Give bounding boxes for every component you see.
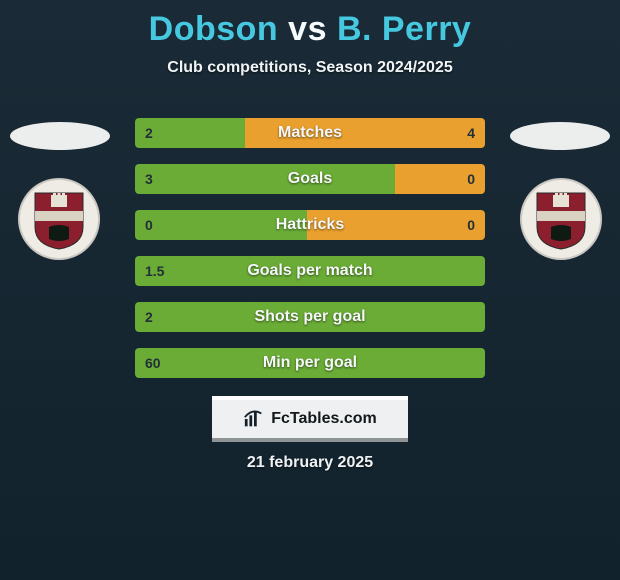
stat-bar-right-value: 0 (457, 164, 485, 194)
stat-bar-row: 24Matches (135, 118, 485, 148)
player2-club-badge (520, 178, 602, 260)
subtitle: Club competitions, Season 2024/2025 (0, 59, 620, 77)
footer-date: 21 february 2025 (0, 454, 620, 472)
stat-bar-left-segment (135, 302, 485, 332)
vs-label: vs (288, 10, 327, 48)
stat-bar-row: 30Goals (135, 164, 485, 194)
stat-bar-left-value: 1.5 (135, 256, 174, 286)
stat-bar-left-segment (135, 256, 485, 286)
stat-bar-right-segment (245, 118, 485, 148)
stat-bar-left-value: 3 (135, 164, 163, 194)
stat-bar-row: 2Shots per goal (135, 302, 485, 332)
shield-icon (533, 187, 589, 251)
stat-bar-row: 00Hattricks (135, 210, 485, 240)
player1-name: Dobson (149, 10, 279, 48)
headline: Dobson vs B. Perry (0, 0, 620, 49)
brand-text: FcTables.com (271, 410, 377, 428)
stat-bar-left-value: 0 (135, 210, 163, 240)
stat-bar-right-value: 4 (457, 118, 485, 148)
brand-watermark: FcTables.com (212, 396, 408, 442)
stat-bar-left-segment (135, 164, 395, 194)
player1-club-badge (18, 178, 100, 260)
stat-bar-left-value: 2 (135, 302, 163, 332)
stat-bar-right-value: 0 (457, 210, 485, 240)
stat-bars: 24Matches30Goals00Hattricks1.5Goals per … (135, 118, 485, 394)
comparison-infographic: Dobson vs B. Perry Club competitions, Se… (0, 0, 620, 580)
player1-avatar-placeholder (10, 122, 110, 150)
stat-bar-row: 1.5Goals per match (135, 256, 485, 286)
shield-icon (31, 187, 87, 251)
stat-bar-left-value: 2 (135, 118, 163, 148)
chart-bars-icon (243, 408, 265, 430)
player2-name: B. Perry (337, 10, 471, 48)
player2-avatar-placeholder (510, 122, 610, 150)
stat-bar-left-segment (135, 348, 485, 378)
stat-bar-left-value: 60 (135, 348, 171, 378)
stat-bar-row: 60Min per goal (135, 348, 485, 378)
